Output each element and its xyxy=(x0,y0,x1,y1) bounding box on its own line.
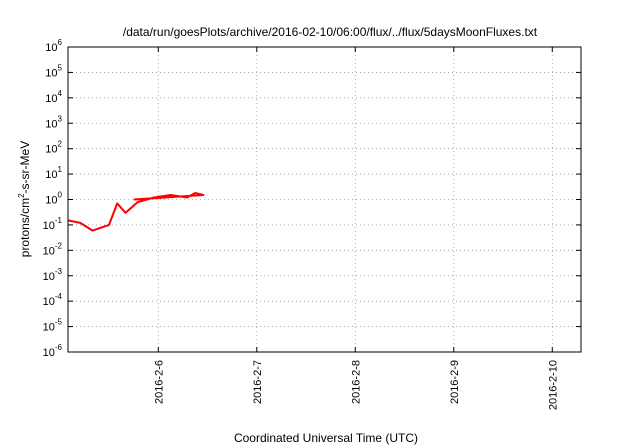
y-tick-label: 100 xyxy=(45,191,62,207)
y-tick-label: 102 xyxy=(45,140,62,156)
y-tick-label: 10-6 xyxy=(43,343,63,359)
y-tick-label: 105 xyxy=(45,63,62,79)
chart-title: /data/run/goesPlots/archive/2016-02-10/0… xyxy=(123,25,538,39)
y-tick-label: 10-4 xyxy=(43,292,63,308)
plot-frame xyxy=(67,46,582,353)
y-tick-label: 10-1 xyxy=(43,216,63,232)
series-group xyxy=(67,192,205,232)
y-tick-label: 104 xyxy=(45,89,62,105)
y-tick-label: 101 xyxy=(45,165,62,181)
x-axis: 2016-2-6 2016-2-7 2016-2-8 2016-2-9 2016-2-1… xyxy=(153,47,559,410)
y-tick-label: 103 xyxy=(45,114,62,130)
y-axis: 10-6 10-5 10-4 10-3 10-2 10-1 100 101 102 103 104 1… xyxy=(43,38,581,359)
x-axis-label: Coordinated Universal Time (UTC) xyxy=(234,431,418,445)
x-tick-label: 2016-2-8 xyxy=(350,360,362,404)
x-tick-label: 2016-2-7 xyxy=(252,360,264,404)
y-tick-label: 10-2 xyxy=(43,241,63,257)
y-tick-label: 10-5 xyxy=(43,318,63,334)
x-tick-label: 2016-2-10 xyxy=(547,360,559,410)
x-tick-label: 2016-2-6 xyxy=(153,360,165,404)
y-tick-label: 10-3 xyxy=(43,267,63,283)
y-axis-label: protons/cm2-s-sr-MeV xyxy=(17,141,32,257)
y-tick-label: 106 xyxy=(45,38,62,54)
series-line-1 xyxy=(67,192,205,232)
x-tick-label: 2016-2-9 xyxy=(449,360,461,404)
